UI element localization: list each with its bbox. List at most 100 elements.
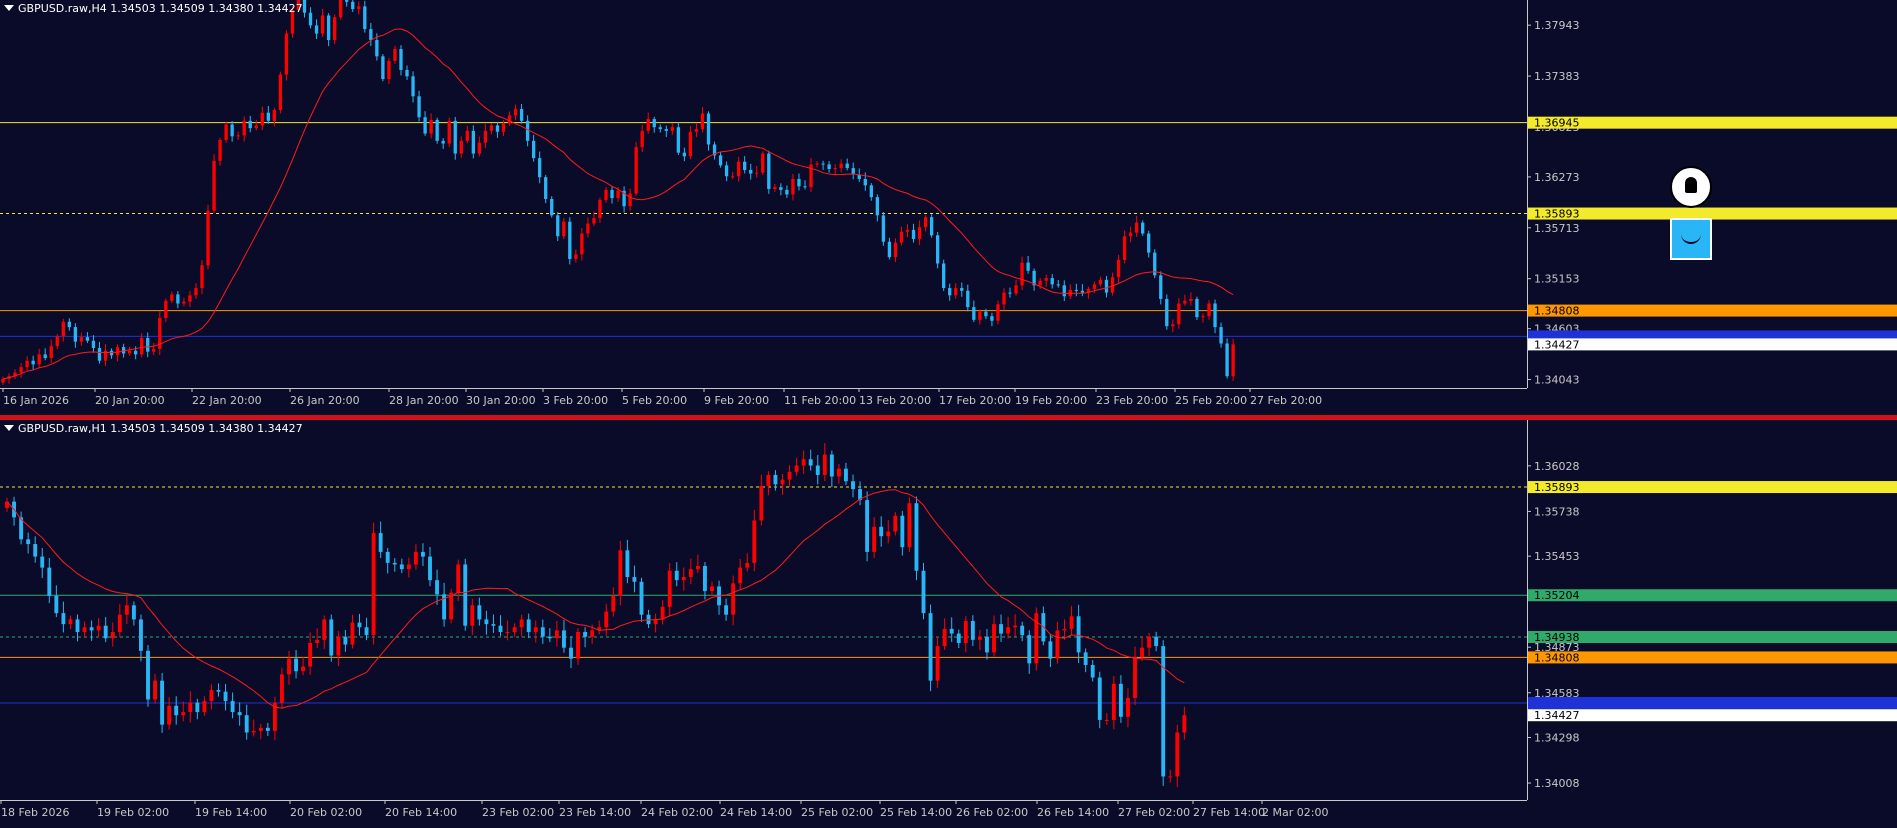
candle-body: [61, 321, 65, 337]
candle-body: [336, 636, 341, 656]
candle-body: [322, 619, 327, 640]
time-tick-label: 20 Feb 02:00: [290, 806, 362, 819]
candle-body: [773, 474, 778, 485]
time-tick-label: 16 Jan 2026: [3, 394, 69, 407]
candle-body: [278, 74, 283, 110]
candle-body: [822, 454, 827, 475]
h4-chart[interactable]: 1.379431.373831.368231.362731.357131.351…: [0, 0, 1897, 415]
candle-body: [371, 533, 376, 636]
time-tick-label: 27 Feb 20:00: [1250, 394, 1322, 407]
candle-body: [917, 227, 922, 239]
pen-icon[interactable]: [1670, 166, 1712, 208]
candle-body: [1159, 275, 1163, 299]
candle-body: [996, 304, 1000, 321]
candle-body: [1008, 292, 1012, 294]
candle-body: [935, 235, 940, 264]
candle-body: [387, 60, 391, 80]
candle-body: [738, 567, 743, 584]
candle-body: [724, 165, 729, 177]
candle-body: [381, 56, 385, 80]
candle-body: [1177, 303, 1181, 325]
candle-body: [960, 288, 964, 291]
pane-separator[interactable]: [0, 415, 1897, 420]
candle-body: [568, 221, 572, 259]
candle-body: [858, 489, 862, 501]
candle-body: [200, 265, 204, 289]
candle-body: [417, 96, 421, 118]
candle-body: [731, 583, 736, 615]
candle-body: [827, 164, 831, 170]
h1-chart[interactable]: 1.36028 1.35738 1.35453 1.34873 1.34583 1.342…: [0, 420, 1897, 828]
time-tick-label: 2 Mar 02:00: [1262, 806, 1328, 819]
candle-body: [911, 229, 916, 239]
candle-body: [1055, 630, 1060, 659]
candle-body: [242, 120, 246, 136]
candle-body: [1, 378, 5, 383]
time-tick-label: 18 Feb 2026: [1, 806, 69, 819]
time-tick-label: 19 Feb 14:00: [195, 806, 267, 819]
candle-body: [1231, 344, 1235, 377]
candle-body: [773, 187, 777, 190]
candle-body: [212, 160, 216, 211]
candle-body: [730, 176, 735, 178]
candle-body: [329, 619, 334, 656]
candle-body: [435, 119, 439, 141]
candle-body: [576, 631, 580, 659]
candle-body: [68, 619, 73, 625]
candle-body: [688, 131, 693, 157]
candle-body: [886, 531, 891, 537]
price-tick-label: 1.36028: [1534, 460, 1580, 473]
candle-body: [749, 169, 753, 174]
candle-body: [839, 163, 843, 169]
candle-body: [308, 642, 313, 667]
candle-body: [1134, 222, 1139, 233]
candle-body: [597, 627, 602, 631]
candle-body: [167, 705, 172, 725]
candle-body: [851, 481, 855, 490]
time-tick-label: 23 Feb 20:00: [1096, 394, 1168, 407]
smile-icon[interactable]: [1670, 218, 1712, 260]
candle-body: [985, 636, 989, 653]
h4-chart-pane[interactable]: 1.379431.373831.368231.362731.357131.351…: [0, 0, 1897, 415]
candle-body: [700, 113, 705, 130]
candle-body: [1020, 262, 1024, 286]
candle-body: [442, 594, 447, 620]
candle-body: [61, 613, 66, 625]
candle-body: [1140, 647, 1144, 658]
candle-body: [85, 337, 90, 341]
candle-body: [674, 570, 679, 581]
collapse-triangle-icon[interactable]: [4, 425, 14, 431]
candle-body: [447, 120, 451, 144]
time-tick-label: 23 Feb 02:00: [482, 806, 554, 819]
candle-body: [1050, 278, 1054, 285]
candle-body: [1147, 233, 1151, 253]
candle-body: [181, 712, 186, 716]
candle-body: [745, 562, 750, 568]
time-tick-label: 5 Feb 20:00: [622, 394, 687, 407]
candle-body: [1098, 279, 1103, 285]
candle-body: [1014, 285, 1018, 294]
time-tick-label: 26 Feb 14:00: [1037, 806, 1109, 819]
candle-body: [604, 189, 608, 200]
candle-body: [477, 142, 482, 154]
candle-body: [1225, 343, 1229, 377]
time-tick-label: 26 Feb 02:00: [956, 806, 1028, 819]
candle-body: [1074, 289, 1078, 291]
candle-body: [881, 215, 886, 242]
candle-body: [984, 311, 988, 317]
candle-body: [718, 155, 723, 166]
candle-body: [428, 556, 432, 581]
level-label-bg: [1528, 116, 1897, 129]
candle-body: [646, 614, 651, 625]
candle-body: [294, 658, 298, 672]
h1-chart-pane[interactable]: 1.36028 1.35738 1.35453 1.34873 1.34583 1.342…: [0, 420, 1897, 828]
candle-body: [194, 288, 198, 296]
candle-body: [1034, 613, 1039, 664]
candle-body: [1141, 222, 1145, 234]
level-label: 1.35893: [1534, 208, 1580, 221]
candle-body: [483, 130, 488, 143]
time-tick-label: 13 Feb 20:00: [859, 394, 931, 407]
candle-body: [369, 29, 373, 40]
collapse-triangle-icon[interactable]: [4, 5, 14, 11]
candle-body: [767, 153, 771, 190]
